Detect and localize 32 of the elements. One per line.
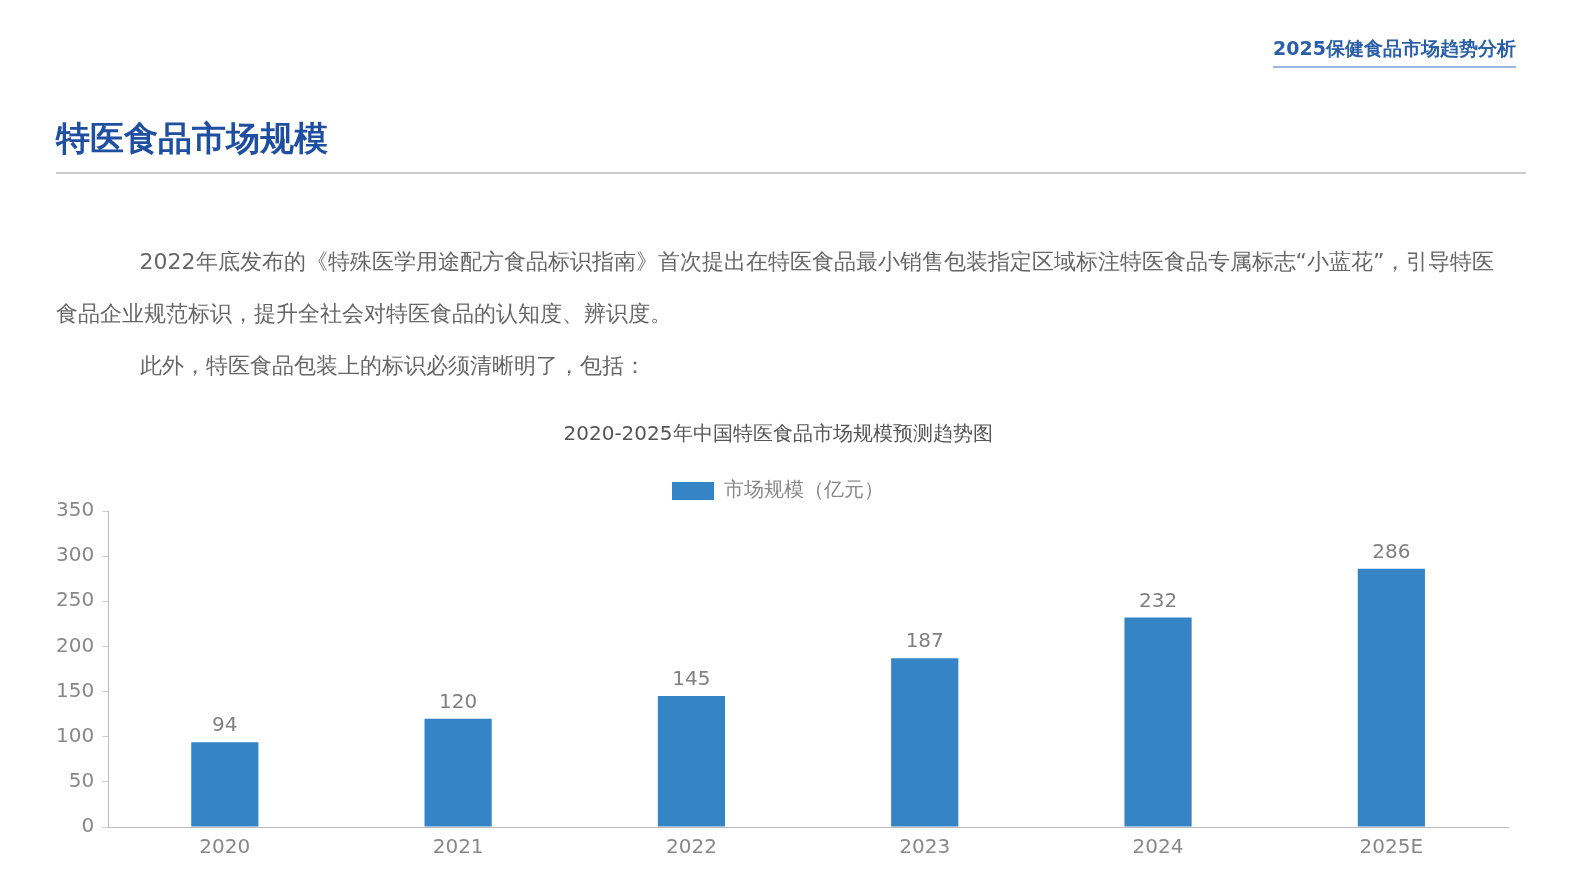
x-tick-label: 2021 <box>432 834 484 859</box>
y-tick-label: 200 <box>55 632 95 657</box>
y-tick-label: 300 <box>55 542 95 567</box>
text: 2022年底发布的《特殊医学用途配方食品标识指南》首次提出在特医食品最小销售包装指定区域标注特医食品专属标志“小蓝花”，引导特医食品企业规范标识，提升全社会对特医食品的认知度、辨识度。 <box>56 249 1495 326</box>
y-tick-label: 100 <box>55 722 95 747</box>
x-tick-label: 2025E <box>1359 834 1424 859</box>
data-label: 232 <box>1138 587 1178 612</box>
bar <box>891 658 959 827</box>
bar <box>657 696 726 827</box>
y-tick-label: 0 <box>81 813 95 838</box>
text: 2025保健食品市场趋势分析 <box>1273 36 1516 68</box>
data-label: 94 <box>212 712 238 737</box>
bar <box>1357 568 1425 827</box>
x-tick-label: 2020 <box>199 834 251 859</box>
data-label: 120 <box>439 688 478 713</box>
text: 特医食品市场规模 <box>56 116 1526 174</box>
data-label: 187 <box>905 628 944 653</box>
bar <box>1124 617 1192 827</box>
legend-label: 市场规模（亿元） <box>724 477 884 502</box>
x-tick-label: 2023 <box>899 834 951 859</box>
x-tick-label: 2022 <box>665 834 717 859</box>
data-label: 145 <box>672 666 711 691</box>
chart-title: 2020-2025年中国特医食品市场规模预测趋势图 <box>563 421 993 446</box>
data-label: 286 <box>1372 538 1411 563</box>
bar <box>191 742 259 827</box>
y-tick-label: 250 <box>55 587 95 612</box>
y-tick-label: 350 <box>55 497 95 522</box>
y-tick-label: 50 <box>68 768 95 793</box>
x-tick-label: 2024 <box>1132 834 1184 859</box>
bar <box>424 718 492 827</box>
y-tick-label: 150 <box>55 677 95 702</box>
text: 此外，特医食品包装上的标识必须清晰明了，包括： <box>138 352 647 380</box>
